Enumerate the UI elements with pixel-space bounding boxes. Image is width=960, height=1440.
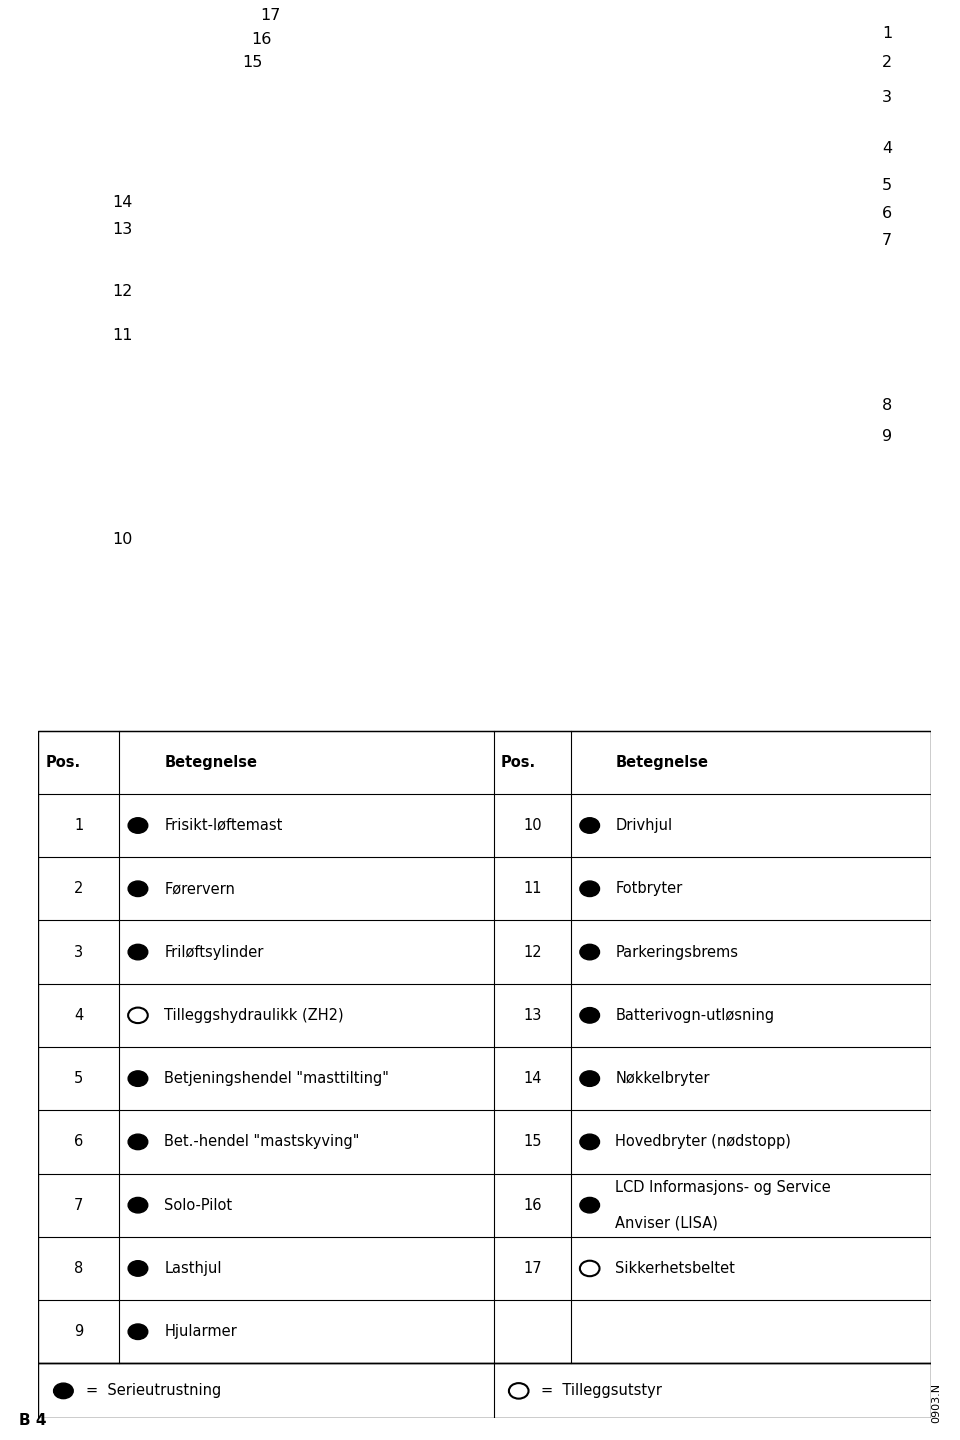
Text: 4: 4 [882, 141, 892, 156]
Text: Tilleggshydraulikk (ZH2): Tilleggshydraulikk (ZH2) [164, 1008, 344, 1022]
Circle shape [580, 945, 600, 960]
Text: =  Tilleggsutstyr: = Tilleggsutstyr [541, 1384, 662, 1398]
Text: Frisikt-løftemast: Frisikt-løftemast [164, 818, 282, 832]
Text: 14: 14 [112, 194, 132, 210]
Text: 7: 7 [74, 1198, 84, 1212]
Text: 8: 8 [74, 1261, 84, 1276]
Text: Sikkerhetsbeltet: Sikkerhetsbeltet [615, 1261, 735, 1276]
Text: 2: 2 [74, 881, 84, 896]
Text: 6: 6 [74, 1135, 84, 1149]
Text: 3: 3 [74, 945, 84, 959]
Circle shape [128, 881, 148, 897]
Circle shape [580, 1135, 600, 1149]
Text: Parkeringsbrems: Parkeringsbrems [615, 945, 738, 959]
Text: Anviser (LISA): Anviser (LISA) [615, 1215, 718, 1230]
Text: Betegnelse: Betegnelse [615, 755, 708, 770]
Circle shape [128, 1135, 148, 1149]
Text: 7: 7 [882, 233, 892, 249]
Text: Nøkkelbryter: Nøkkelbryter [615, 1071, 709, 1086]
Circle shape [128, 1260, 148, 1276]
Text: 8: 8 [882, 397, 893, 413]
Text: 10: 10 [523, 818, 541, 832]
Circle shape [128, 1198, 148, 1212]
Text: Fotbryter: Fotbryter [615, 881, 683, 896]
Text: Batterivogn-utløsning: Batterivogn-utløsning [615, 1008, 775, 1022]
Text: 13: 13 [112, 222, 132, 236]
Text: 15: 15 [242, 55, 262, 71]
Bar [38, 730, 931, 1364]
Circle shape [128, 818, 148, 834]
Text: 5: 5 [74, 1071, 84, 1086]
Text: 3: 3 [882, 91, 892, 105]
Text: 12: 12 [523, 945, 541, 959]
Circle shape [580, 1008, 600, 1022]
Circle shape [580, 1071, 600, 1086]
Circle shape [580, 1198, 600, 1212]
Text: Solo-Pilot: Solo-Pilot [164, 1198, 232, 1212]
Text: =  Serieutrustning: = Serieutrustning [85, 1384, 221, 1398]
Text: 11: 11 [523, 881, 541, 896]
Circle shape [128, 945, 148, 960]
Text: 12: 12 [112, 285, 132, 300]
Text: 9: 9 [882, 429, 892, 444]
Circle shape [580, 881, 600, 897]
Text: 14: 14 [523, 1071, 541, 1086]
Text: 10: 10 [112, 531, 132, 547]
Text: 4: 4 [74, 1008, 84, 1022]
Text: Drivhjul: Drivhjul [615, 818, 672, 832]
Text: 11: 11 [112, 328, 133, 343]
Text: Pos.: Pos. [45, 755, 81, 770]
Circle shape [128, 1071, 148, 1086]
Circle shape [54, 1384, 73, 1398]
Text: 6: 6 [882, 206, 892, 220]
Text: 16: 16 [251, 32, 272, 46]
Bar [38, 1364, 931, 1418]
Text: Hovedbryter (nødstopp): Hovedbryter (nødstopp) [615, 1135, 791, 1149]
Text: 16: 16 [523, 1198, 541, 1212]
Text: 0903.N: 0903.N [931, 1382, 941, 1423]
Text: 17: 17 [523, 1261, 541, 1276]
Circle shape [128, 1323, 148, 1339]
Text: Betegnelse: Betegnelse [164, 755, 257, 770]
Text: 1: 1 [74, 818, 84, 832]
Text: LCD Informasjons- og Service: LCD Informasjons- og Service [615, 1179, 831, 1195]
Text: Betjeningshendel "masttilting": Betjeningshendel "masttilting" [164, 1071, 389, 1086]
Text: Førervern: Førervern [164, 881, 235, 896]
Circle shape [580, 818, 600, 834]
Text: Friløftsylinder: Friløftsylinder [164, 945, 264, 959]
Text: Pos.: Pos. [501, 755, 536, 770]
Text: 2: 2 [882, 55, 892, 71]
Text: Lasthjul: Lasthjul [164, 1261, 222, 1276]
Text: 1: 1 [882, 26, 893, 40]
Text: 13: 13 [523, 1008, 541, 1022]
Text: 9: 9 [74, 1325, 84, 1339]
Text: 17: 17 [260, 7, 280, 23]
Text: 5: 5 [882, 177, 892, 193]
Text: 15: 15 [523, 1135, 541, 1149]
Text: Hjularmer: Hjularmer [164, 1325, 237, 1339]
Text: Bet.-hendel "mastskyving": Bet.-hendel "mastskyving" [164, 1135, 360, 1149]
Text: B 4: B 4 [19, 1414, 47, 1428]
